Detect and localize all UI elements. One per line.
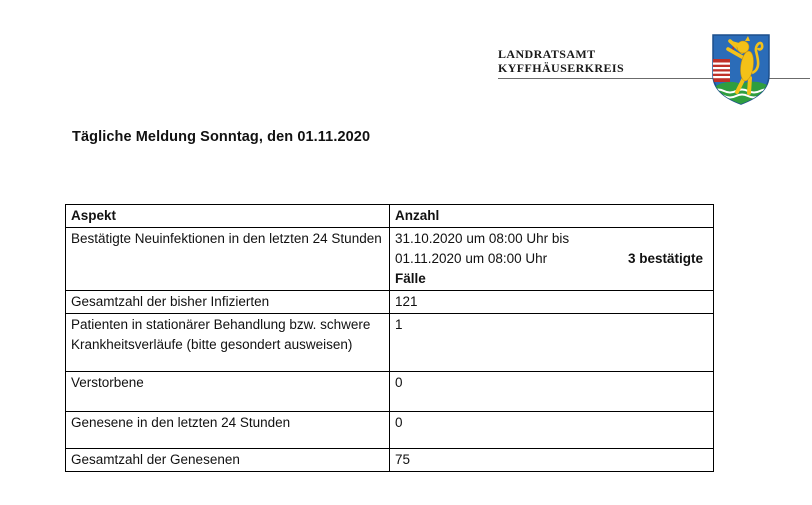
daily-report-table: Aspekt Anzahl Bestätigte Neuinfektionen … (65, 204, 714, 472)
cell-aspekt: Genesene in den letzten 24 Stunden (65, 411, 390, 449)
anzahl-line-2-count: 3 bestätigte (627, 251, 703, 266)
table-row: Verstorbene 0 (65, 371, 714, 412)
column-header-anzahl: Anzahl (389, 204, 714, 228)
column-header-aspekt: Aspekt (65, 204, 390, 228)
header-divider (498, 78, 810, 79)
organization-name: LANDRATSAMT KYFFHÄUSERKREIS (498, 47, 624, 75)
cell-aspekt: Gesamtzahl der Genesenen (65, 448, 390, 472)
cell-anzahl: 1 (389, 313, 714, 372)
org-line-1: LANDRATSAMT (498, 47, 596, 61)
cell-aspekt: Bestätigte Neuinfektionen in den letzten… (65, 227, 390, 291)
cell-anzahl: 121 (389, 290, 714, 314)
table-row: Patienten in stationärer Behandlung bzw.… (65, 313, 714, 372)
crest-barry-red-white (713, 59, 730, 82)
anzahl-line-1: 31.10.2020 um 08:00 Uhr bis (395, 231, 570, 246)
cell-anzahl: 0 (389, 371, 714, 412)
org-line-2: KYFFHÄUSERKREIS (498, 61, 625, 75)
cell-anzahl: 31.10.2020 um 08:00 Uhr bis 01.11.2020 u… (389, 227, 714, 291)
table-header-row: Aspekt Anzahl (65, 204, 714, 228)
cell-anzahl: 75 (389, 448, 714, 472)
anzahl-line-2: 01.11.2020 um 08:00 Uhr 3 bestätigte (395, 249, 709, 269)
cell-aspekt: Gesamtzahl der bisher Infizierten (65, 290, 390, 314)
crest-lion (726, 36, 764, 95)
anzahl-line-2-period: 01.11.2020 um 08:00 Uhr (395, 251, 548, 266)
cell-anzahl: 0 (389, 411, 714, 449)
page-title: Tägliche Meldung Sonntag, den 01.11.2020 (72, 129, 371, 145)
table-row: Genesene in den letzten 24 Stunden 0 (65, 411, 714, 449)
table-row: Gesamtzahl der bisher Infizierten 121 (65, 290, 714, 314)
coat-of-arms-icon (712, 34, 770, 105)
cell-aspekt: Verstorbene (65, 371, 390, 412)
table-row-total: Gesamtzahl der Genesenen 75 (65, 448, 714, 472)
anzahl-line-3: Fälle (395, 271, 426, 286)
table-row: Bestätigte Neuinfektionen in den letzten… (65, 227, 714, 291)
cell-aspekt: Patienten in stationärer Behandlung bzw.… (65, 313, 390, 372)
